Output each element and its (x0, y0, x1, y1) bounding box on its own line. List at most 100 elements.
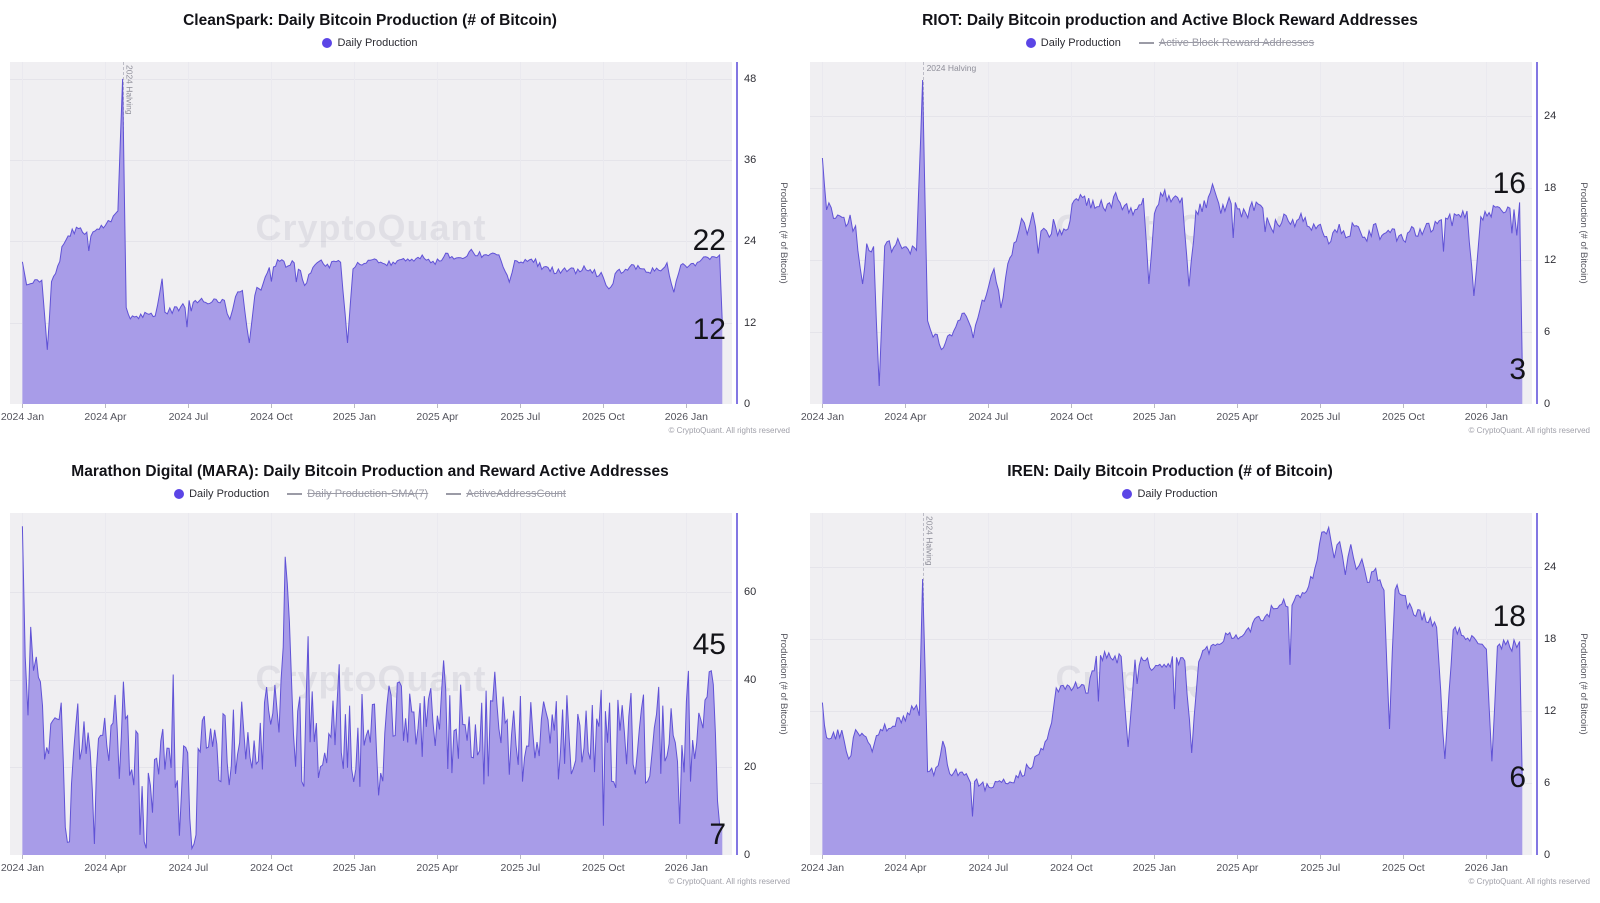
x-axis-tick-label: 2025 Jul (1300, 411, 1341, 423)
x-axis-tick-mark (822, 404, 824, 408)
gridline-vertical (822, 513, 824, 855)
area-fill (822, 80, 1523, 404)
legend-item-inactive[interactable]: Daily Production-SMA(7) (287, 488, 428, 500)
last-value-label: 12 (692, 312, 726, 346)
x-axis-tick-mark (1071, 855, 1073, 859)
x-axis-tick-mark (1403, 855, 1405, 859)
y-axis-title: Production (# of Bitcoin) (1578, 182, 1589, 284)
y-axis-line (736, 62, 738, 404)
legend-line-icon (1138, 42, 1154, 44)
legend-line-icon (287, 493, 303, 495)
legend-item-active[interactable]: Daily Production (1122, 488, 1218, 500)
x-axis-tick-mark (188, 404, 190, 408)
x-axis-tick-mark (988, 404, 990, 408)
y-axis-title: Production (# of Bitcoin) (778, 633, 789, 735)
x-axis-tick-mark (437, 855, 439, 859)
gridline-horizontal (10, 591, 732, 593)
gridline-vertical (603, 513, 605, 855)
x-axis-tick-label: 2024 Apr (84, 862, 127, 874)
x-axis-tick-label: 2026 Jan (664, 862, 708, 874)
legend-item-active[interactable]: Daily Production (322, 37, 418, 49)
x-axis-tick-mark (1486, 404, 1488, 408)
x-axis-tick-mark (22, 855, 24, 859)
y-axis-tick-label: 48 (744, 72, 757, 85)
x-axis-tick-label: 2026 Jan (1464, 862, 1508, 874)
legend-item-active[interactable]: Daily Production (174, 488, 269, 500)
chart-card-mara: Marathon Digital (MARA): Daily Bitcoin P… (0, 451, 800, 902)
x-axis-tick-label: 2025 Apr (416, 411, 459, 423)
x-axis-tick-mark (686, 404, 688, 408)
last-value-label: 45 (692, 627, 726, 661)
production-area-series[interactable] (810, 513, 1532, 855)
chart-title: RIOT: Daily Bitcoin production and Activ… (922, 12, 1418, 29)
y-axis-tick-label: 40 (744, 673, 757, 686)
gridline-horizontal (10, 241, 732, 243)
production-area-series[interactable] (10, 62, 732, 404)
production-area-series[interactable] (810, 62, 1532, 404)
x-axis-tick-mark (603, 404, 605, 408)
x-axis-tick-mark (105, 855, 107, 859)
gridline-vertical (271, 62, 273, 404)
legend-label: Daily Production-SMA(7) (307, 488, 429, 500)
gridline-vertical (603, 62, 605, 404)
copyright-attribution: © CryptoQuant. All rights reserved (1468, 426, 1591, 435)
area-fill (822, 527, 1523, 855)
x-axis-tick-label: 2024 Jul (168, 411, 209, 423)
y-axis-tick-label: 12 (1544, 254, 1557, 266)
x-axis-tick-label: 2024 Jan (800, 411, 845, 423)
gridline-horizontal (810, 188, 1532, 189)
gridline-vertical (905, 62, 907, 404)
gridline-vertical (520, 513, 522, 855)
x-axis-tick-mark (1154, 855, 1156, 859)
legend-label: Daily Production (189, 488, 270, 500)
gridline-vertical (354, 513, 356, 855)
legend-item-inactive[interactable]: ActiveAddressCount (446, 488, 566, 500)
x-axis-tick-mark (105, 404, 107, 408)
last-value-label: 22 (692, 224, 726, 258)
chart-plot[interactable]: CryptoQuant (10, 513, 732, 855)
x-axis-tick-mark (603, 855, 605, 859)
y-axis-tick-label: 0 (744, 849, 751, 861)
legend-label: Daily Production (337, 37, 418, 49)
x-axis-tick-label: 2025 Jul (1300, 862, 1341, 874)
legend-item-active[interactable]: Daily Production (1025, 37, 1121, 49)
x-axis-tick-mark (188, 855, 190, 859)
x-axis-tick-mark (437, 404, 439, 408)
chart-card-riot: RIOT: Daily Bitcoin production and Activ… (800, 0, 1600, 451)
x-axis-tick-label: 2025 Apr (1216, 862, 1259, 874)
legend-dot-icon (1025, 38, 1036, 48)
gridline-vertical (905, 513, 907, 855)
x-axis-tick-mark (1320, 404, 1322, 408)
y-axis-tick-label: 6 (1544, 777, 1551, 789)
y-axis-tick-label: 0 (744, 398, 751, 410)
gridline-horizontal (810, 639, 1532, 640)
gridline-vertical (188, 62, 190, 404)
y-axis-title: Production (# of Bitcoin) (778, 182, 789, 284)
legend-item-inactive[interactable]: Active Block Reward Addresses (1138, 37, 1315, 49)
legend-label: Daily Production (1040, 37, 1121, 49)
gridline-vertical (437, 62, 439, 404)
gridline-vertical (188, 513, 190, 855)
legend-label: Active Block Reward Addresses (1158, 37, 1315, 49)
copyright-attribution: © CryptoQuant. All rights reserved (1468, 877, 1591, 886)
x-axis-tick-label: 2025 Oct (582, 862, 625, 874)
chart-title: Marathon Digital (MARA): Daily Bitcoin P… (71, 463, 669, 480)
x-axis-tick-label: 2024 Jan (800, 862, 845, 874)
production-area-series[interactable] (10, 513, 732, 855)
gridline-vertical (520, 62, 522, 404)
x-axis-tick-label: 2025 Jan (1132, 411, 1176, 423)
x-axis-tick-label: 2024 Jul (168, 862, 209, 874)
gridline-vertical (686, 62, 688, 404)
gridline-vertical (686, 513, 688, 855)
x-axis-tick-mark (1071, 404, 1073, 408)
y-axis-tick-label: 24 (1544, 561, 1557, 573)
gridline-vertical (354, 62, 356, 404)
chart-legend: Daily Production (0, 37, 740, 49)
y-axis-tick-label: 12 (1544, 705, 1557, 717)
copyright-attribution: © CryptoQuant. All rights reserved (668, 426, 791, 435)
chart-legend: Daily Production Active Block Reward Addr… (800, 37, 1540, 49)
x-axis-tick-label: 2024 Apr (884, 411, 927, 423)
